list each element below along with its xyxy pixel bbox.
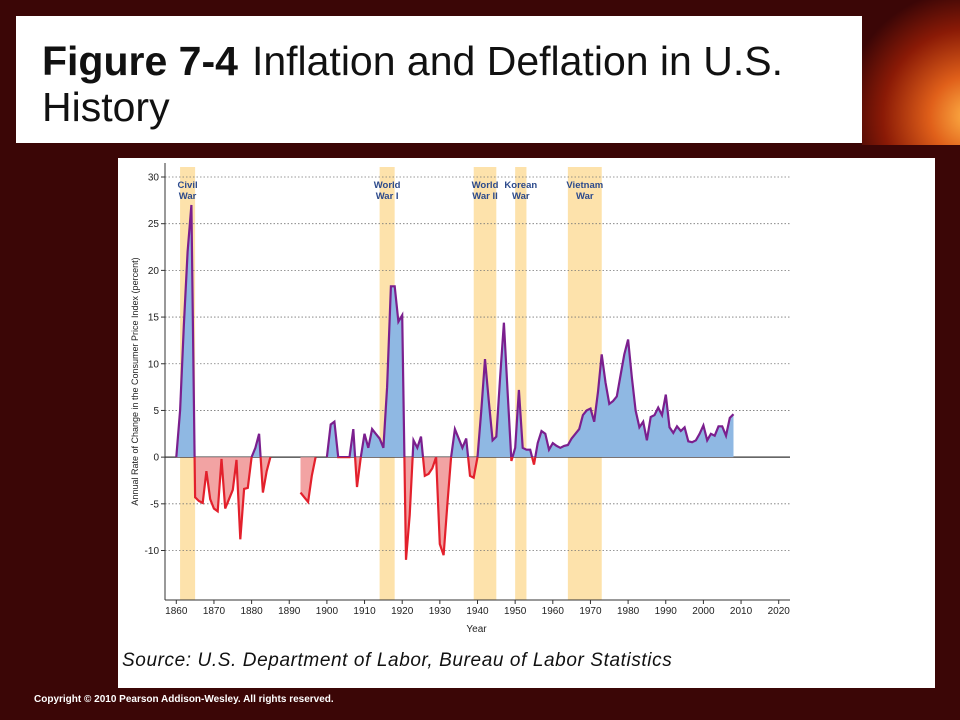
x-tick-label: 1860 [165,606,188,617]
x-tick-label: 1900 [316,606,339,617]
decoration [862,0,960,145]
copyright: Copyright © 2010 Pearson Addison-Wesley.… [34,694,334,705]
x-tick-label: 1950 [504,606,527,617]
x-tick-label: 1920 [391,606,414,617]
slide-title: Figure 7-4 Inflation and Deflation in U.S… [42,38,832,130]
war-band [515,167,527,600]
band-label: World [472,180,499,191]
band-label: Vietnam [566,180,603,191]
war-band [567,167,602,600]
y-tick-label: 30 [148,173,160,184]
band-label: War II [472,191,498,202]
x-tick-label: 2000 [692,606,715,617]
inflation-line [175,204,271,458]
figure-number: Figure 7-4 [42,38,238,84]
title-text: Inflation and Deflation in U.S. History [42,38,783,130]
x-tick-label: 1890 [278,606,301,617]
y-tick-label: -10 [145,546,160,557]
x-tick-label: 1910 [353,606,376,617]
y-tick-label: 15 [148,313,160,324]
inflation-area [326,286,734,458]
deflation-line [299,457,317,505]
source-note: Source: U.S. Department of Labor, Bureau… [122,650,673,671]
y-tick-label: 5 [153,406,159,417]
y-tick-label: -5 [150,499,159,510]
deflation-line [176,457,272,540]
y-tick-label: 10 [148,359,160,370]
x-tick-label: 1980 [617,606,640,617]
x-tick-label: 2010 [730,606,753,617]
x-axis-label: Year [466,624,487,635]
deflation-area [300,457,316,502]
y-tick-label: 0 [153,453,159,464]
x-tick-label: 1880 [240,606,263,617]
band-label: War [512,191,530,202]
x-tick-label: 1940 [466,606,489,617]
inflation-line [325,285,735,458]
band-label: War I [376,191,399,202]
x-tick-label: 1970 [579,606,602,617]
x-tick-label: 1870 [203,606,226,617]
y-axis-label: Annual Rate of Change in the Consumer Pr… [130,257,140,505]
band-label: Civil [178,180,198,191]
y-tick-label: 20 [148,266,160,277]
deflation-area [176,457,271,540]
band-label: Korean [504,180,537,191]
inflation-area [176,205,271,458]
deflation-area [326,457,734,560]
title-box: Figure 7-4 Inflation and Deflation in U.S… [16,16,862,143]
x-tick-label: 1930 [429,606,452,617]
x-tick-label: 2020 [768,606,791,617]
y-tick-label: 25 [148,219,160,230]
band-label: War [576,191,594,202]
slide-number: 7-20 [884,668,917,685]
band-label: World [374,180,401,191]
band-label: War [179,191,197,202]
x-tick-label: 1990 [655,606,678,617]
x-tick-label: 1960 [542,606,565,617]
